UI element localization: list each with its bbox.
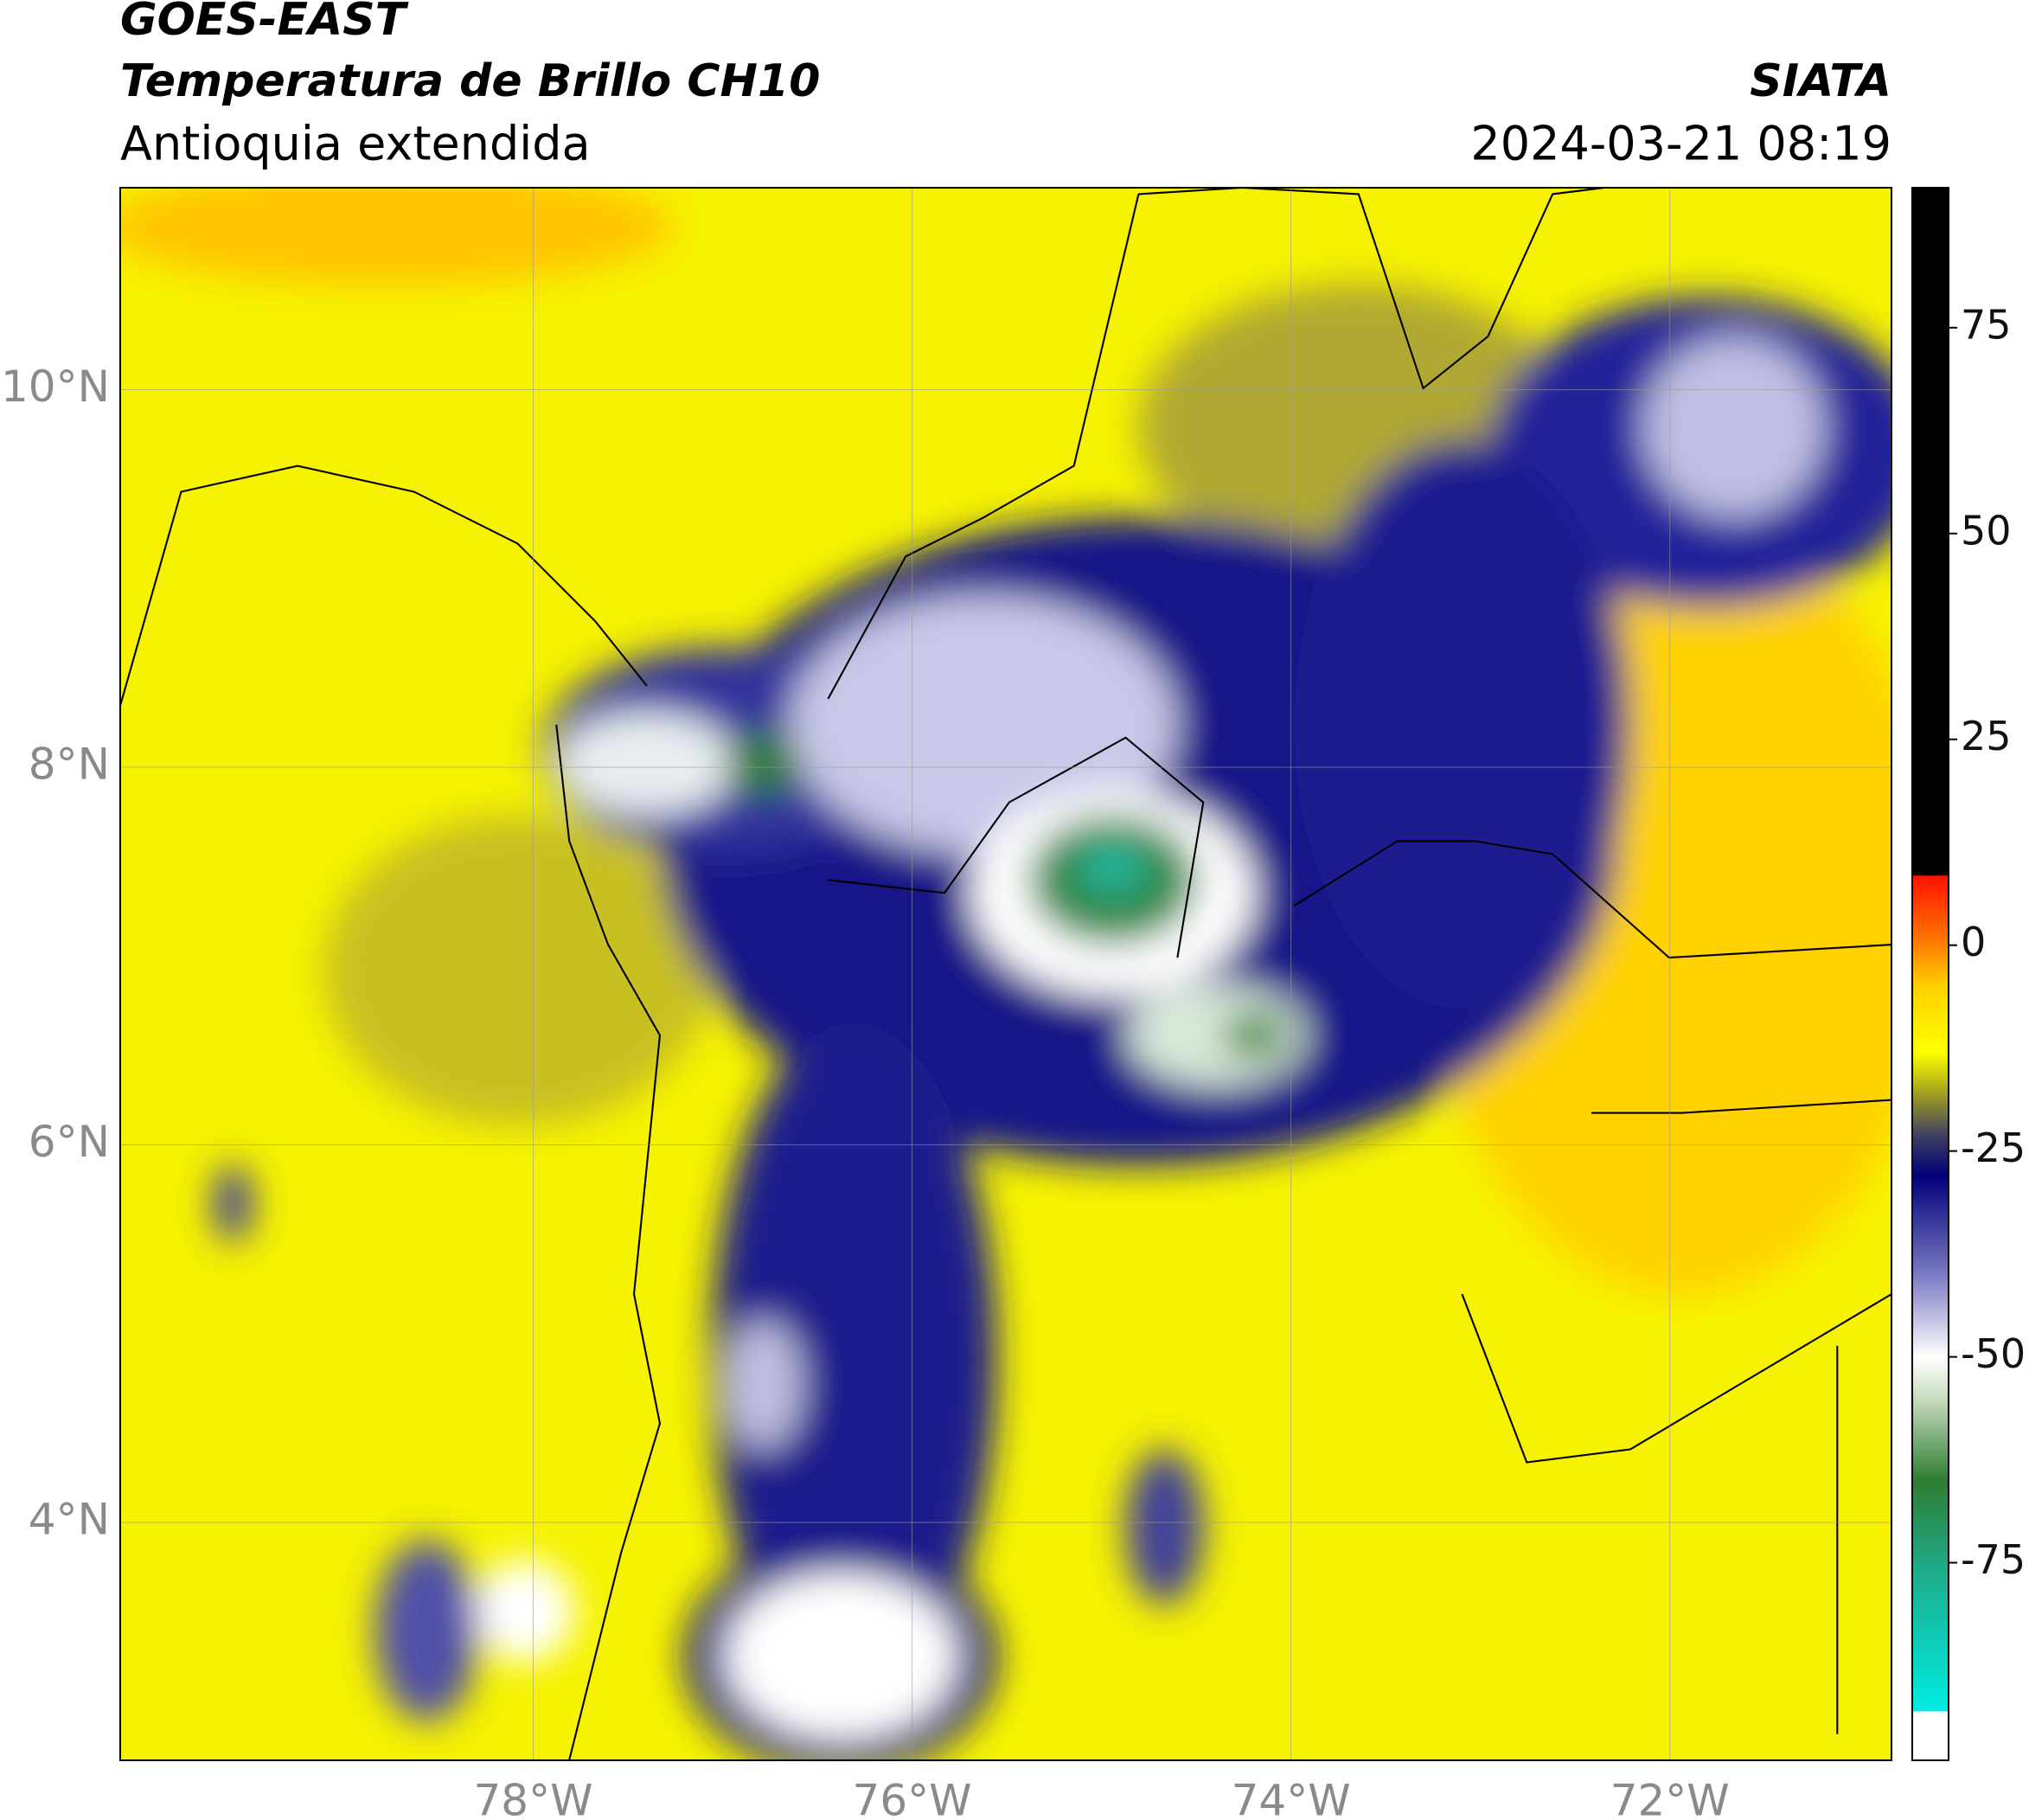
cloud <box>213 1164 253 1243</box>
colorbar-tick-label: -50 <box>1961 1330 2026 1377</box>
cloud <box>374 1540 479 1721</box>
cloud-top <box>724 1319 803 1450</box>
cloud-top <box>789 595 1178 855</box>
cloud-top <box>556 711 738 816</box>
colorbar-frame <box>1911 187 1949 1761</box>
colorbar-segment <box>1912 1134 1949 1176</box>
y-tick-label: 6°N <box>29 1117 110 1167</box>
colorbar: -75 -50 -25 0 25 50 75 <box>1912 188 2026 1761</box>
x-tick-label: 72°W <box>1610 1776 1730 1817</box>
cloud-top <box>472 1559 576 1663</box>
colorbar-segment <box>1912 188 1949 876</box>
colorbar-segment <box>1912 1052 1949 1094</box>
x-tick-label: 74°W <box>1232 1776 1351 1817</box>
colorbar-segment <box>1912 1274 1949 1358</box>
colorbar-tick-label: 25 <box>1961 713 2012 759</box>
grid <box>120 188 1891 1760</box>
axes: 78°W 76°W 74°W 72°W 4°N 6°N 8°N 10°N <box>1 362 1730 1820</box>
colorbar-tick-label: 0 <box>1961 919 1986 965</box>
colorbar-tick-label: -25 <box>1961 1125 2026 1171</box>
cloud <box>1125 1449 1204 1605</box>
coastline <box>120 465 648 706</box>
colorbar-segment <box>1912 875 1949 946</box>
colorbar-segment <box>1912 1562 1949 1712</box>
cloud-top <box>724 1572 958 1741</box>
colorbar-segment <box>1912 1710 1949 1761</box>
border <box>827 194 1140 700</box>
cloud <box>1294 439 1630 1009</box>
colorbar-segment <box>1912 986 1949 1053</box>
border <box>1293 840 1891 959</box>
colorbar-segment <box>1912 945 1949 987</box>
y-tick-label: 8°N <box>29 740 110 790</box>
colorbar-segment <box>1912 1398 1949 1481</box>
x-tick-label: 76°W <box>853 1776 972 1817</box>
coastline <box>555 724 662 1760</box>
colorbar-tick-label: 50 <box>1961 507 2012 554</box>
warm-area <box>120 188 673 285</box>
border <box>828 736 1205 958</box>
cloud <box>711 1022 996 1695</box>
border <box>1138 188 1605 390</box>
map-image <box>120 188 1891 1760</box>
cold-top <box>1222 1011 1288 1059</box>
subtitle: Temperatura de Brillo CH10 <box>120 55 820 107</box>
y-tick-label: 4°N <box>29 1495 110 1545</box>
cold-top <box>724 731 803 797</box>
cold-core <box>1080 843 1145 891</box>
colorbar-tick-label: 75 <box>1961 301 2012 348</box>
colorbar-segment <box>1912 1176 1949 1275</box>
colorbar-segment <box>1912 1356 1949 1399</box>
y-tick-label: 10°N <box>1 362 110 412</box>
datetime: 2024-03-21 08:19 <box>1470 117 1891 171</box>
x-tick-label: 78°W <box>473 1776 592 1817</box>
clouds <box>120 188 1891 1760</box>
colorbar-tick-label: -75 <box>1961 1536 2026 1583</box>
title: GOES-EAST <box>120 0 409 46</box>
source: SIATA <box>1750 55 1891 107</box>
border <box>1591 1099 1891 1114</box>
colorbar-segment <box>1912 1480 1949 1564</box>
borders <box>120 188 1891 1760</box>
colorbar-segment <box>1912 1093 1949 1136</box>
border <box>1461 1293 1891 1464</box>
cloud-top <box>1642 336 1825 518</box>
map-frame <box>119 187 1892 1761</box>
haze <box>323 815 712 1126</box>
cloud-top <box>1125 983 1307 1087</box>
region: Antioquia extendida <box>120 117 591 171</box>
